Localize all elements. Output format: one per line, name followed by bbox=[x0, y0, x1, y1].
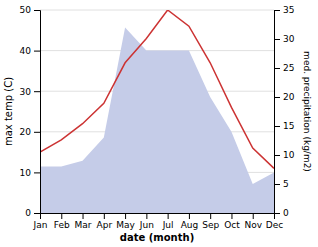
tick: 15 bbox=[274, 121, 294, 131]
tick: 20 bbox=[274, 92, 295, 102]
tick: 30 bbox=[20, 87, 40, 97]
tick-mark bbox=[34, 172, 40, 173]
tick-mark bbox=[189, 213, 190, 219]
tick-label: 10 bbox=[20, 168, 32, 178]
tick-label: Oct bbox=[224, 220, 240, 230]
tick-label: Dec bbox=[266, 220, 283, 230]
tick-label: Sep bbox=[202, 220, 219, 230]
tick-mark bbox=[274, 126, 280, 127]
tick-mark bbox=[274, 184, 280, 185]
tick-label: May bbox=[116, 220, 135, 230]
axis-domain bbox=[275, 11, 281, 214]
tick: 35 bbox=[274, 5, 294, 15]
tick-mark bbox=[83, 213, 84, 219]
tick-mark bbox=[274, 10, 280, 11]
grid-line bbox=[40, 10, 274, 11]
tick-mark bbox=[146, 213, 147, 219]
tick-mark bbox=[34, 91, 40, 92]
tick: Oct bbox=[224, 213, 240, 230]
tick-label: 0 bbox=[283, 208, 289, 218]
tick-mark bbox=[61, 213, 62, 219]
tick-label: Feb bbox=[54, 220, 70, 230]
tick-mark bbox=[274, 155, 280, 156]
tick: Apr bbox=[97, 213, 113, 230]
tick-label: 30 bbox=[20, 87, 32, 97]
tick: Jun bbox=[139, 213, 154, 230]
tick: Sep bbox=[202, 213, 219, 230]
tick-label: 5 bbox=[283, 179, 289, 189]
tick: Aug bbox=[181, 213, 199, 230]
tick-mark bbox=[253, 213, 254, 219]
tick-label: Jul bbox=[162, 220, 174, 230]
tick-label: Nov bbox=[244, 220, 262, 230]
tick: 50 bbox=[20, 5, 40, 15]
tick-label: 20 bbox=[283, 92, 295, 102]
tick: Jul bbox=[162, 213, 174, 230]
tick-label: Apr bbox=[97, 220, 113, 230]
tick-label: Jan bbox=[33, 220, 48, 230]
tick: 30 bbox=[274, 34, 295, 44]
tick: Nov bbox=[244, 213, 262, 230]
tick: 0 bbox=[25, 208, 40, 218]
tick-mark bbox=[34, 51, 40, 52]
y2-axis: 0 5 10 15 20 25 30 35 bbox=[274, 5, 295, 218]
tick-label: 35 bbox=[283, 5, 294, 15]
y-axis: 0 10 20 30 40 50 bbox=[20, 5, 41, 218]
tick: 5 bbox=[274, 179, 289, 189]
axis-domain bbox=[41, 214, 275, 220]
axis-domain bbox=[34, 11, 41, 214]
tick: Dec bbox=[266, 213, 283, 230]
tick-label: Jun bbox=[139, 220, 154, 230]
plot: JanFebMarAprMayJunJulAugSepOctNovDec0102… bbox=[3, 5, 312, 243]
tick: Mar bbox=[75, 213, 92, 230]
tick: May bbox=[116, 213, 135, 230]
y2-axis-title: med. precipitation (kg/m2) bbox=[302, 51, 312, 172]
tick-label: 40 bbox=[20, 46, 32, 56]
tick: Jan bbox=[33, 213, 48, 230]
tick-label: Mar bbox=[75, 220, 92, 230]
temp-line bbox=[40, 10, 274, 168]
x-axis: Jan Feb Mar AprMay Jun Jul AugSep Oct Nov Dec bbox=[33, 213, 284, 230]
tick-label: 10 bbox=[283, 150, 295, 160]
tick-label: 50 bbox=[20, 5, 32, 15]
tick: 25 bbox=[274, 63, 294, 73]
tick-mark bbox=[231, 213, 232, 219]
tick-label: 0 bbox=[25, 208, 31, 218]
tick-label: 15 bbox=[283, 121, 294, 131]
tick-label: 25 bbox=[283, 63, 294, 73]
tick-mark bbox=[274, 39, 280, 40]
tick: 20 bbox=[20, 127, 40, 137]
marks bbox=[40, 10, 274, 213]
tick: Feb bbox=[54, 213, 70, 230]
y-axis-title: max temp (C) bbox=[3, 77, 14, 146]
tick-label: 30 bbox=[283, 34, 295, 44]
tick-mark bbox=[34, 10, 40, 11]
tick-mark bbox=[168, 213, 169, 219]
tick-mark bbox=[274, 97, 280, 98]
tick-mark bbox=[274, 213, 280, 214]
chart: JanFebMarAprMayJunJulAugSepOctNovDec0102… bbox=[0, 0, 318, 247]
tick-mark bbox=[210, 213, 211, 219]
tick: 40 bbox=[20, 46, 40, 56]
x-axis-title: date (month) bbox=[120, 232, 194, 243]
tick-label: 20 bbox=[20, 127, 32, 137]
tick-mark bbox=[34, 213, 40, 214]
tick-mark bbox=[34, 132, 40, 133]
tick: 10 bbox=[20, 168, 40, 178]
tick: 10 bbox=[274, 150, 295, 160]
grid bbox=[40, 10, 274, 213]
tick-mark bbox=[104, 213, 105, 219]
tick-label: Aug bbox=[181, 220, 199, 230]
tick-mark bbox=[274, 68, 280, 69]
tick-mark bbox=[125, 213, 126, 219]
tick: 0 bbox=[274, 208, 289, 218]
